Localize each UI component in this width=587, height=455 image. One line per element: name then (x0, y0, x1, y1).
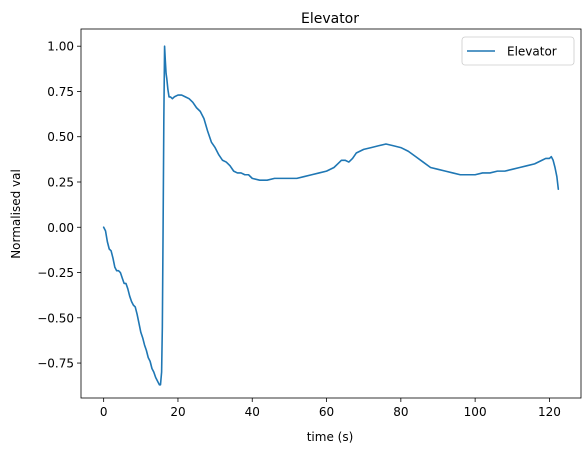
y-tick-label: 0.00 (47, 221, 74, 235)
x-tick-label: 120 (538, 405, 561, 419)
y-tick-label: 1.00 (47, 40, 74, 54)
plot-frame (80, 28, 582, 399)
chart-title: Elevator (301, 11, 359, 27)
axes-layer: 0 20 40 60 80 100 120 −0.75 −0.50 −0.25 0.00 0.25 0.… (37, 40, 561, 419)
y-tick-label: −0.75 (37, 357, 74, 371)
x-axis-label: time (s) (307, 430, 354, 444)
x-tick-label: 40 (245, 405, 260, 419)
x-tick-label: 100 (464, 405, 487, 419)
series-layer (102, 45, 560, 386)
y-tick-label: 0.25 (47, 175, 74, 189)
legend-label: Elevator (507, 45, 557, 59)
series-line-elevator (102, 45, 560, 386)
x-tick-label: 0 (100, 405, 108, 419)
y-tick-label: −0.25 (37, 266, 74, 280)
legend: Elevator (461, 36, 575, 66)
plot-area (81, 29, 581, 398)
y-tick-label: −0.50 (37, 311, 74, 325)
x-tick-label: 80 (393, 405, 408, 419)
y-tick-label: 0.75 (47, 85, 74, 99)
x-tick-label: 20 (170, 405, 185, 419)
y-axis-label: Normalised val (9, 169, 23, 259)
legend-box (461, 36, 575, 66)
x-tick-label: 60 (319, 405, 334, 419)
y-tick-label: 0.50 (47, 130, 74, 144)
